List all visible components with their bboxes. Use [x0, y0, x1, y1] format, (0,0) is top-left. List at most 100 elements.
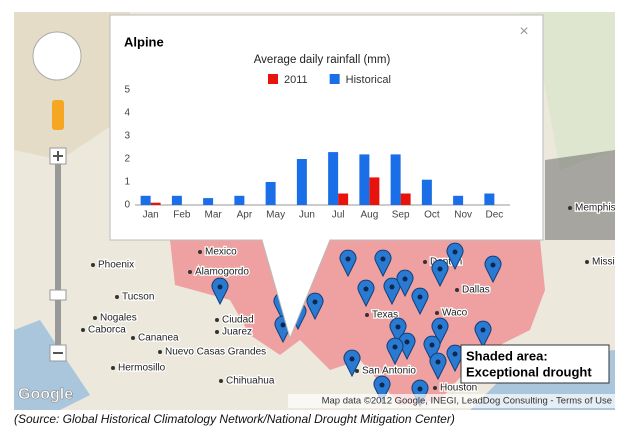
- station-pin[interactable]: [383, 277, 401, 306]
- station-pin[interactable]: [211, 277, 229, 306]
- pegman[interactable]: [52, 100, 64, 130]
- x-tick-label: Nov: [454, 210, 472, 221]
- station-pin[interactable]: [484, 255, 502, 284]
- city-dot: [158, 350, 162, 354]
- pin-dot: [404, 339, 410, 345]
- bar: [369, 177, 380, 205]
- city-dot: [568, 206, 572, 210]
- bar: [328, 152, 339, 205]
- pin-dot: [395, 324, 401, 330]
- pin-dot: [417, 386, 423, 392]
- city-dot: [91, 263, 95, 267]
- city-dot: [423, 260, 427, 264]
- popup-title: Alpine: [124, 34, 164, 49]
- x-tick-label: Sep: [392, 210, 410, 221]
- pin-dot: [417, 294, 423, 300]
- map-label: Nogales: [100, 313, 137, 324]
- station-pin[interactable]: [343, 349, 361, 378]
- pin-dot: [452, 249, 458, 255]
- x-tick-label: Oct: [424, 210, 440, 221]
- city-dot: [433, 386, 437, 390]
- station-pin[interactable]: [423, 335, 441, 364]
- station-pin[interactable]: [306, 292, 324, 321]
- city-dot: [111, 366, 115, 370]
- bar: [265, 182, 276, 205]
- station-pin[interactable]: [429, 352, 447, 381]
- zoom-control[interactable]: [32, 31, 82, 362]
- attribution-bg: [288, 394, 615, 408]
- bar: [203, 198, 214, 205]
- y-tick-label: 5: [124, 85, 130, 96]
- city-dot: [198, 250, 202, 254]
- close-button[interactable]: ×: [519, 23, 528, 40]
- pin-dot: [312, 299, 318, 305]
- city-dot: [219, 379, 223, 383]
- x-tick-label: Apr: [237, 210, 253, 221]
- bar: [234, 195, 245, 205]
- bar: [484, 193, 495, 205]
- pan-control[interactable]: [32, 31, 82, 81]
- pin-dot: [280, 322, 286, 328]
- pin-dot: [435, 359, 441, 365]
- x-tick-label: Feb: [173, 210, 191, 221]
- station-pin[interactable]: [411, 287, 429, 316]
- x-tick-label: Mar: [205, 210, 223, 221]
- station-pin[interactable]: [357, 279, 375, 308]
- y-tick-label: 0: [124, 200, 130, 211]
- zoom-handle[interactable]: [49, 289, 67, 301]
- map-label: Nuevo Casas Grandes: [165, 347, 266, 358]
- city-dot: [455, 288, 459, 292]
- bar: [359, 154, 370, 205]
- map-label: Caborca: [88, 325, 126, 336]
- bar: [421, 179, 432, 205]
- map-label: Tucson: [122, 292, 154, 303]
- station-pin[interactable]: [386, 337, 404, 366]
- station-pin[interactable]: [411, 379, 429, 408]
- map-logo: Google: [18, 386, 73, 403]
- station-pin[interactable]: [374, 249, 392, 278]
- station-pin[interactable]: [339, 249, 357, 278]
- map-label: Alamogordo: [195, 267, 249, 278]
- station-pin[interactable]: [373, 375, 391, 404]
- map-label: Hermosillo: [118, 363, 166, 374]
- city-dot: [355, 369, 359, 373]
- y-tick-label: 4: [124, 108, 130, 119]
- station-pin[interactable]: [396, 269, 414, 298]
- map-label: Memphis: [575, 203, 616, 214]
- y-tick-label: 3: [124, 131, 130, 142]
- x-tick-label: May: [266, 210, 285, 221]
- bar: [400, 193, 411, 205]
- pin-dot: [429, 342, 435, 348]
- x-tick-label: Jun: [299, 210, 315, 221]
- attribution[interactable]: Map data ©2012 Google, INEGI, LeadDog Co…: [322, 396, 612, 407]
- bar: [171, 195, 182, 205]
- station-pin[interactable]: [446, 242, 464, 271]
- legend-text: Exceptional drought: [466, 364, 592, 379]
- station-pin[interactable]: [431, 317, 449, 346]
- station-pin[interactable]: [389, 317, 407, 346]
- station-pin[interactable]: [474, 320, 492, 349]
- map-label: Houston: [440, 383, 477, 394]
- popup: [109, 14, 544, 340]
- legend-label: 2011: [284, 74, 308, 86]
- map-label: Cananea: [138, 333, 179, 344]
- y-tick-label: 2: [124, 154, 130, 165]
- station-pin[interactable]: [431, 259, 449, 288]
- legend-swatch: [329, 74, 340, 84]
- pin-dot: [392, 344, 398, 350]
- caption: (Source: Global Historical Climatology N…: [14, 412, 455, 426]
- water: [14, 320, 90, 410]
- city-dot: [215, 318, 219, 322]
- pin-dot: [349, 356, 355, 362]
- legend-swatch: [268, 74, 278, 84]
- terrain: [520, 12, 615, 170]
- map-label: Chihuahua: [226, 376, 275, 387]
- pin-dot: [402, 276, 408, 282]
- map-label: Dallas: [462, 285, 490, 296]
- map-label: Phoenix: [98, 260, 134, 271]
- map-label: Ciudad: [222, 315, 254, 326]
- pin-dot: [345, 256, 351, 262]
- zoom-in-icon: [53, 151, 63, 161]
- city-dot: [93, 316, 97, 320]
- bar: [338, 193, 349, 205]
